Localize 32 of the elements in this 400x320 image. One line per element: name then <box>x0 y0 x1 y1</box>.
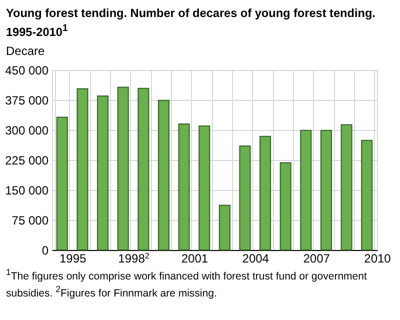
bar <box>218 204 230 250</box>
bar <box>198 125 210 250</box>
bar <box>280 162 292 250</box>
bar <box>300 130 312 250</box>
bar <box>138 88 150 250</box>
x-tick-label: 2004 <box>242 251 270 266</box>
bar <box>361 140 373 250</box>
x-tick-label: 1998$^{2}$ <box>118 250 150 266</box>
y-tick-label: 75 000 <box>12 213 49 228</box>
bar <box>260 136 272 250</box>
x-tick-label: 2001 <box>181 251 208 266</box>
bar <box>178 123 190 250</box>
bar <box>76 88 88 250</box>
bar <box>56 116 68 250</box>
y-tick-label: 150 000 <box>5 183 49 198</box>
y-tick-label: 300 000 <box>5 123 49 138</box>
y-axis-title: Decare <box>5 42 46 58</box>
text: $^{1}$The figures only comprise work financed with forest trust fund or government subsidies. $^{2}$Figures for Finnmark are missing. <box>5 266 368 301</box>
chart-title: Young forest tending. Number of decares of young forest tending. 1995-2010$^{1}$ <box>5 5 376 40</box>
x-tick-label: 2007 <box>303 251 330 266</box>
bar <box>158 100 170 250</box>
bar <box>320 130 332 250</box>
y-tick-label: 0 <box>42 243 49 258</box>
bar <box>117 86 129 250</box>
bar <box>97 95 109 250</box>
x-tick-label: 2010 <box>364 251 392 266</box>
y-tick-label: 450 000 <box>5 63 49 78</box>
bar <box>239 145 251 250</box>
bar <box>340 124 352 250</box>
y-tick-label: 225 000 <box>5 153 49 168</box>
x-tick-label: 1995 <box>59 251 86 266</box>
y-tick-label: 375 000 <box>5 93 49 108</box>
